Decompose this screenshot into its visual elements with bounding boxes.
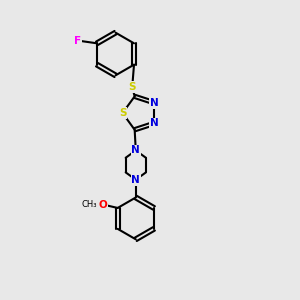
- Text: N: N: [150, 98, 159, 108]
- Text: N: N: [131, 175, 140, 185]
- Text: O: O: [99, 200, 107, 210]
- Text: N: N: [131, 146, 140, 155]
- Text: S: S: [119, 108, 126, 118]
- Text: CH₃: CH₃: [82, 200, 97, 209]
- Text: F: F: [74, 36, 81, 46]
- Text: N: N: [150, 118, 159, 128]
- Text: S: S: [128, 82, 136, 92]
